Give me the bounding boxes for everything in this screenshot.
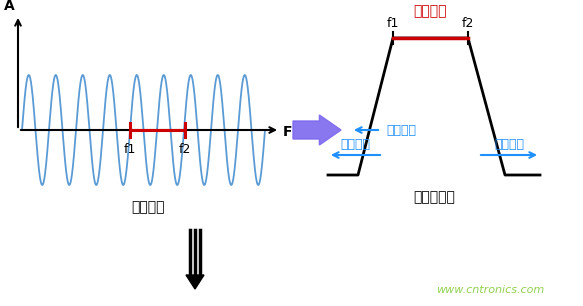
Text: 原始信号: 原始信号 <box>131 200 165 214</box>
Text: f1: f1 <box>387 17 399 30</box>
Text: 抑制频段: 抑制频段 <box>494 138 524 151</box>
Text: 滤波器响应: 滤波器响应 <box>413 190 455 204</box>
Polygon shape <box>293 115 341 145</box>
Text: A: A <box>4 0 15 13</box>
Text: f2: f2 <box>179 143 191 156</box>
Text: 抑制频段: 抑制频段 <box>340 138 371 151</box>
Text: www.cntronics.com: www.cntronics.com <box>436 285 544 295</box>
Text: F: F <box>283 125 293 139</box>
Text: 工作频段: 工作频段 <box>414 4 447 18</box>
Text: f2: f2 <box>462 17 474 30</box>
Polygon shape <box>186 275 204 289</box>
Text: 抑制频段: 抑制频段 <box>386 124 416 136</box>
Text: f1: f1 <box>124 143 136 156</box>
